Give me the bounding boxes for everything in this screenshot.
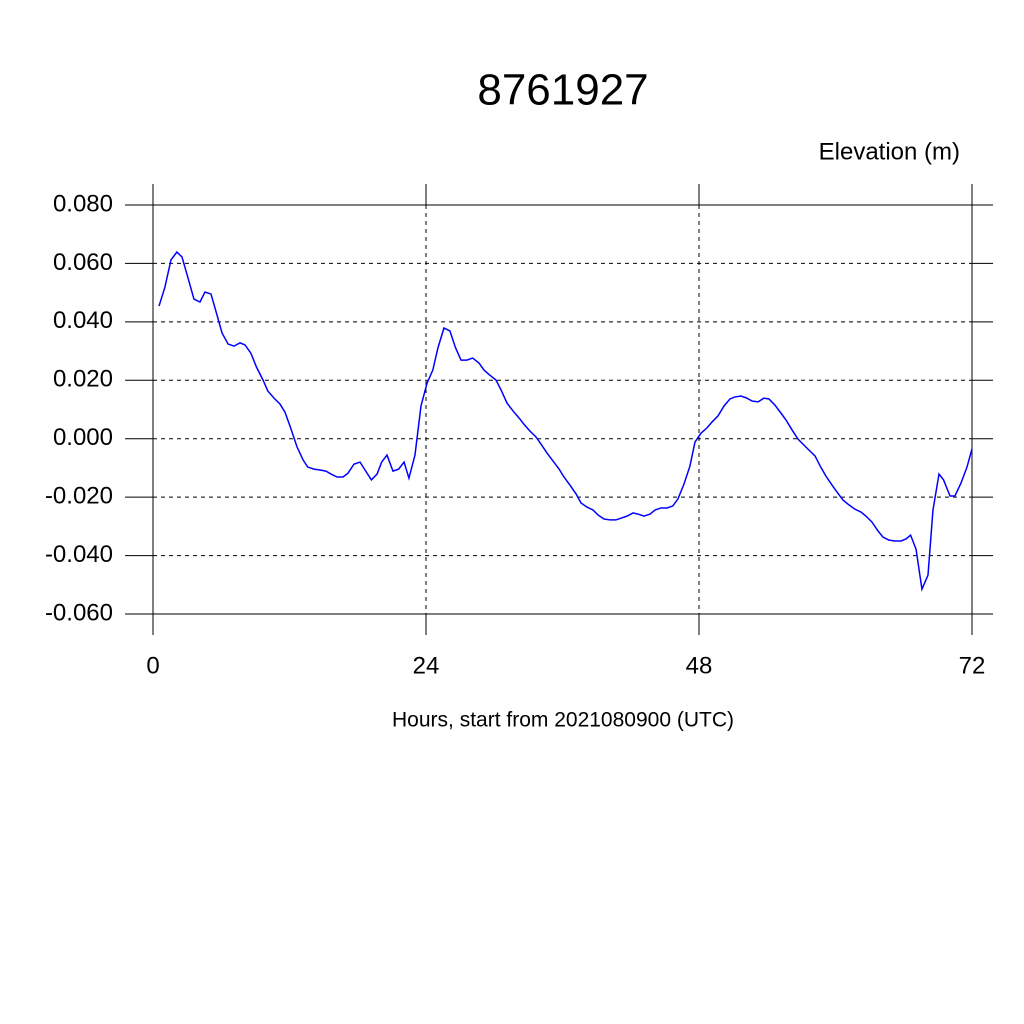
x-tick-label: 24 (413, 652, 440, 679)
chart-title: 8761927 (477, 66, 648, 115)
y-tick-label: 0.000 (53, 424, 113, 451)
y-tick-label: -0.020 (45, 482, 113, 509)
x-tick-label: 0 (146, 652, 159, 679)
y-tick-label: -0.060 (45, 599, 113, 626)
y-tick-label: 0.080 (53, 190, 113, 217)
x-tick-label: 72 (959, 652, 986, 679)
y-tick-label: -0.040 (45, 541, 113, 568)
x-axis-label: Hours, start from 2021080900 (UTC) (392, 709, 734, 732)
y-tick-label: 0.060 (53, 249, 113, 276)
x-tick-label: 48 (686, 652, 713, 679)
y-tick-label: 0.040 (53, 307, 113, 334)
chart-subtitle: Elevation (m) (819, 138, 960, 165)
y-tick-label: 0.020 (53, 366, 113, 393)
plot-frame (152, 204, 973, 615)
data-line (158, 250, 973, 592)
